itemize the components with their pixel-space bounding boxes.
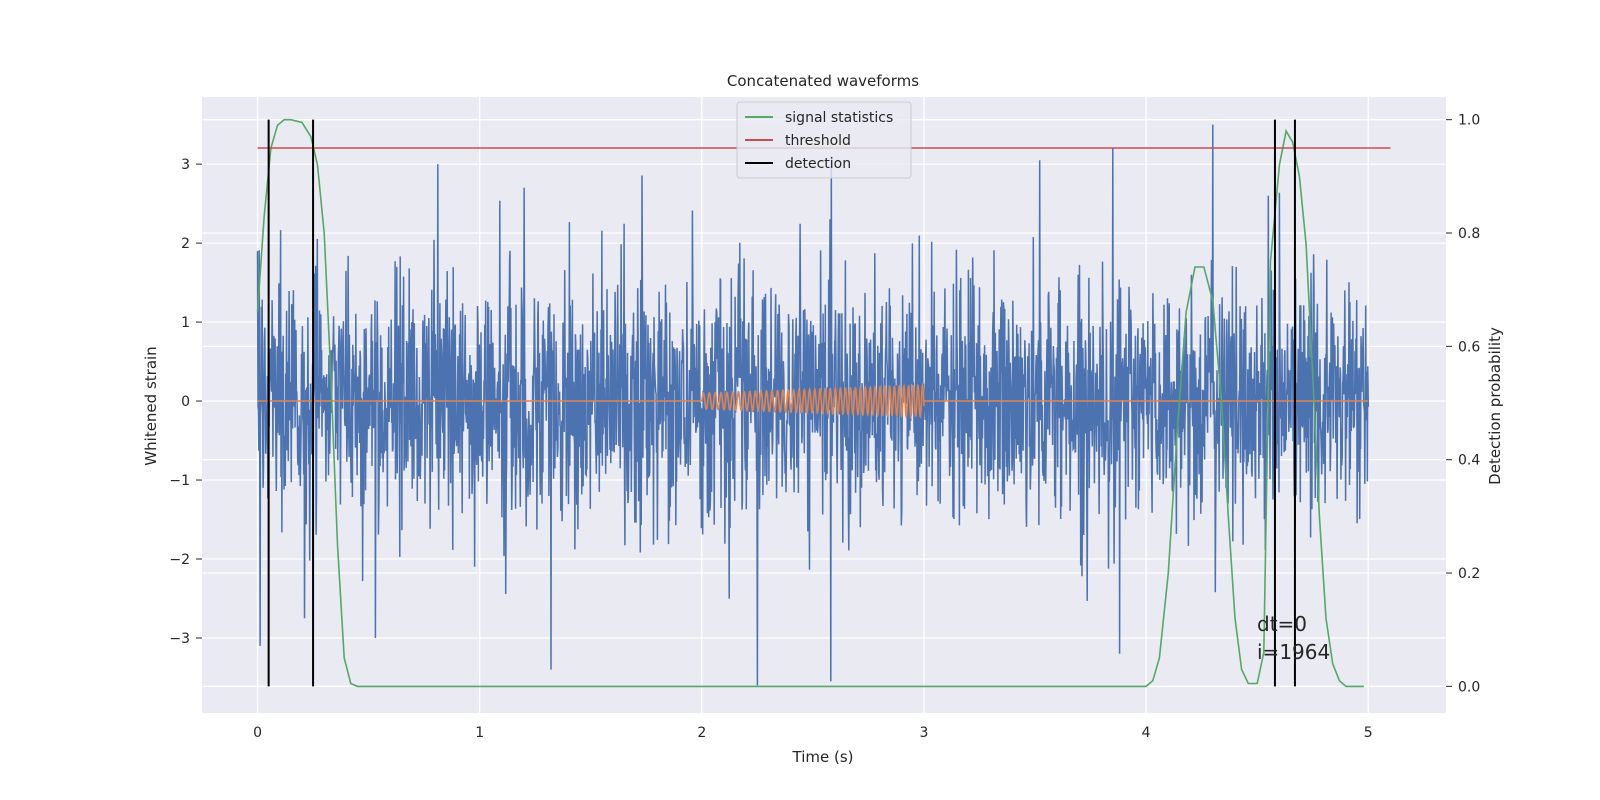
y-right-tick-label: 0.0 (1458, 679, 1480, 695)
axis-ticks: 0 1 2 3 4 5 −3 −2 −1 0 1 2 3 0.0 0.2 0.4 0.6 0.8 1.0 (169, 113, 1480, 741)
legend-label: detection (785, 156, 851, 172)
annotation-index: i=1964 (1257, 640, 1330, 664)
signal-statistics-line (256, 118, 1364, 688)
legend-label: signal statistics (785, 110, 893, 126)
y-right-tick-label: 0.6 (1458, 339, 1480, 355)
x-axis-label: Time (s) (792, 748, 854, 766)
legend-box (736, 101, 912, 179)
signal-statistics-series (256, 118, 1364, 688)
y-left-tick-label: 3 (181, 157, 190, 173)
y-left-tick-label: −2 (169, 552, 190, 568)
y-right-tick-label: 0.4 (1458, 453, 1480, 469)
y-left-tick-label: 1 (181, 315, 190, 331)
y-left-tick-label: 2 (181, 236, 190, 252)
y-right-tick-label: 1.0 (1458, 113, 1480, 129)
x-tick-label: 1 (475, 725, 484, 741)
x-tick-label: 0 (253, 725, 262, 741)
y-left-tick-label: 0 (181, 394, 190, 410)
legend: signal statistics threshold detection (736, 101, 912, 179)
y-right-tick-label: 0.2 (1458, 566, 1480, 582)
y-left-tick-label: −1 (169, 473, 190, 489)
x-tick-label: 3 (920, 725, 929, 741)
x-tick-label: 2 (697, 725, 706, 741)
y-axis-right-label: Detection probability (1486, 327, 1504, 485)
y-right-tick-label: 0.8 (1458, 226, 1480, 242)
chart-title: Concatenated waveforms (727, 72, 919, 90)
legend-label: threshold (785, 133, 851, 149)
y-left-tick-label: −3 (169, 631, 190, 647)
detection-lines (267, 119, 1296, 687)
annotation-dt: dt=0 (1257, 612, 1307, 636)
injected-signal-line (701, 382, 925, 420)
y-axis-left-label: Whitened strain (142, 346, 160, 465)
x-tick-label: 5 (1364, 725, 1373, 741)
x-tick-label: 4 (1142, 725, 1151, 741)
